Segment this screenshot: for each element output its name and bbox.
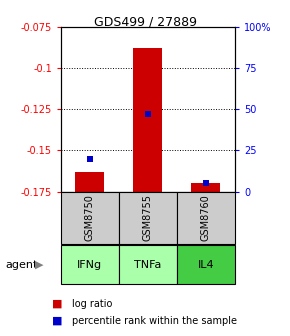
Text: agent: agent bbox=[6, 260, 38, 269]
Bar bbox=[61, 192, 119, 244]
Bar bbox=[177, 245, 235, 284]
Text: IL4: IL4 bbox=[197, 260, 214, 269]
Bar bbox=[177, 192, 235, 244]
Text: GSM8755: GSM8755 bbox=[143, 194, 153, 241]
Bar bbox=[133, 48, 162, 192]
Text: GSM8750: GSM8750 bbox=[85, 194, 95, 241]
Text: TNFa: TNFa bbox=[134, 260, 162, 269]
Bar bbox=[61, 245, 119, 284]
Bar bbox=[119, 245, 177, 284]
Text: IFNg: IFNg bbox=[77, 260, 102, 269]
Text: percentile rank within the sample: percentile rank within the sample bbox=[72, 316, 238, 326]
Text: GSM8760: GSM8760 bbox=[201, 194, 211, 241]
Text: ■: ■ bbox=[52, 299, 63, 309]
Bar bbox=[191, 183, 220, 192]
Text: log ratio: log ratio bbox=[72, 299, 113, 309]
Text: GDS499 / 27889: GDS499 / 27889 bbox=[93, 15, 197, 28]
Text: ▶: ▶ bbox=[35, 260, 44, 269]
Bar bbox=[119, 192, 177, 244]
Text: ■: ■ bbox=[52, 316, 63, 326]
Bar bbox=[75, 172, 104, 192]
